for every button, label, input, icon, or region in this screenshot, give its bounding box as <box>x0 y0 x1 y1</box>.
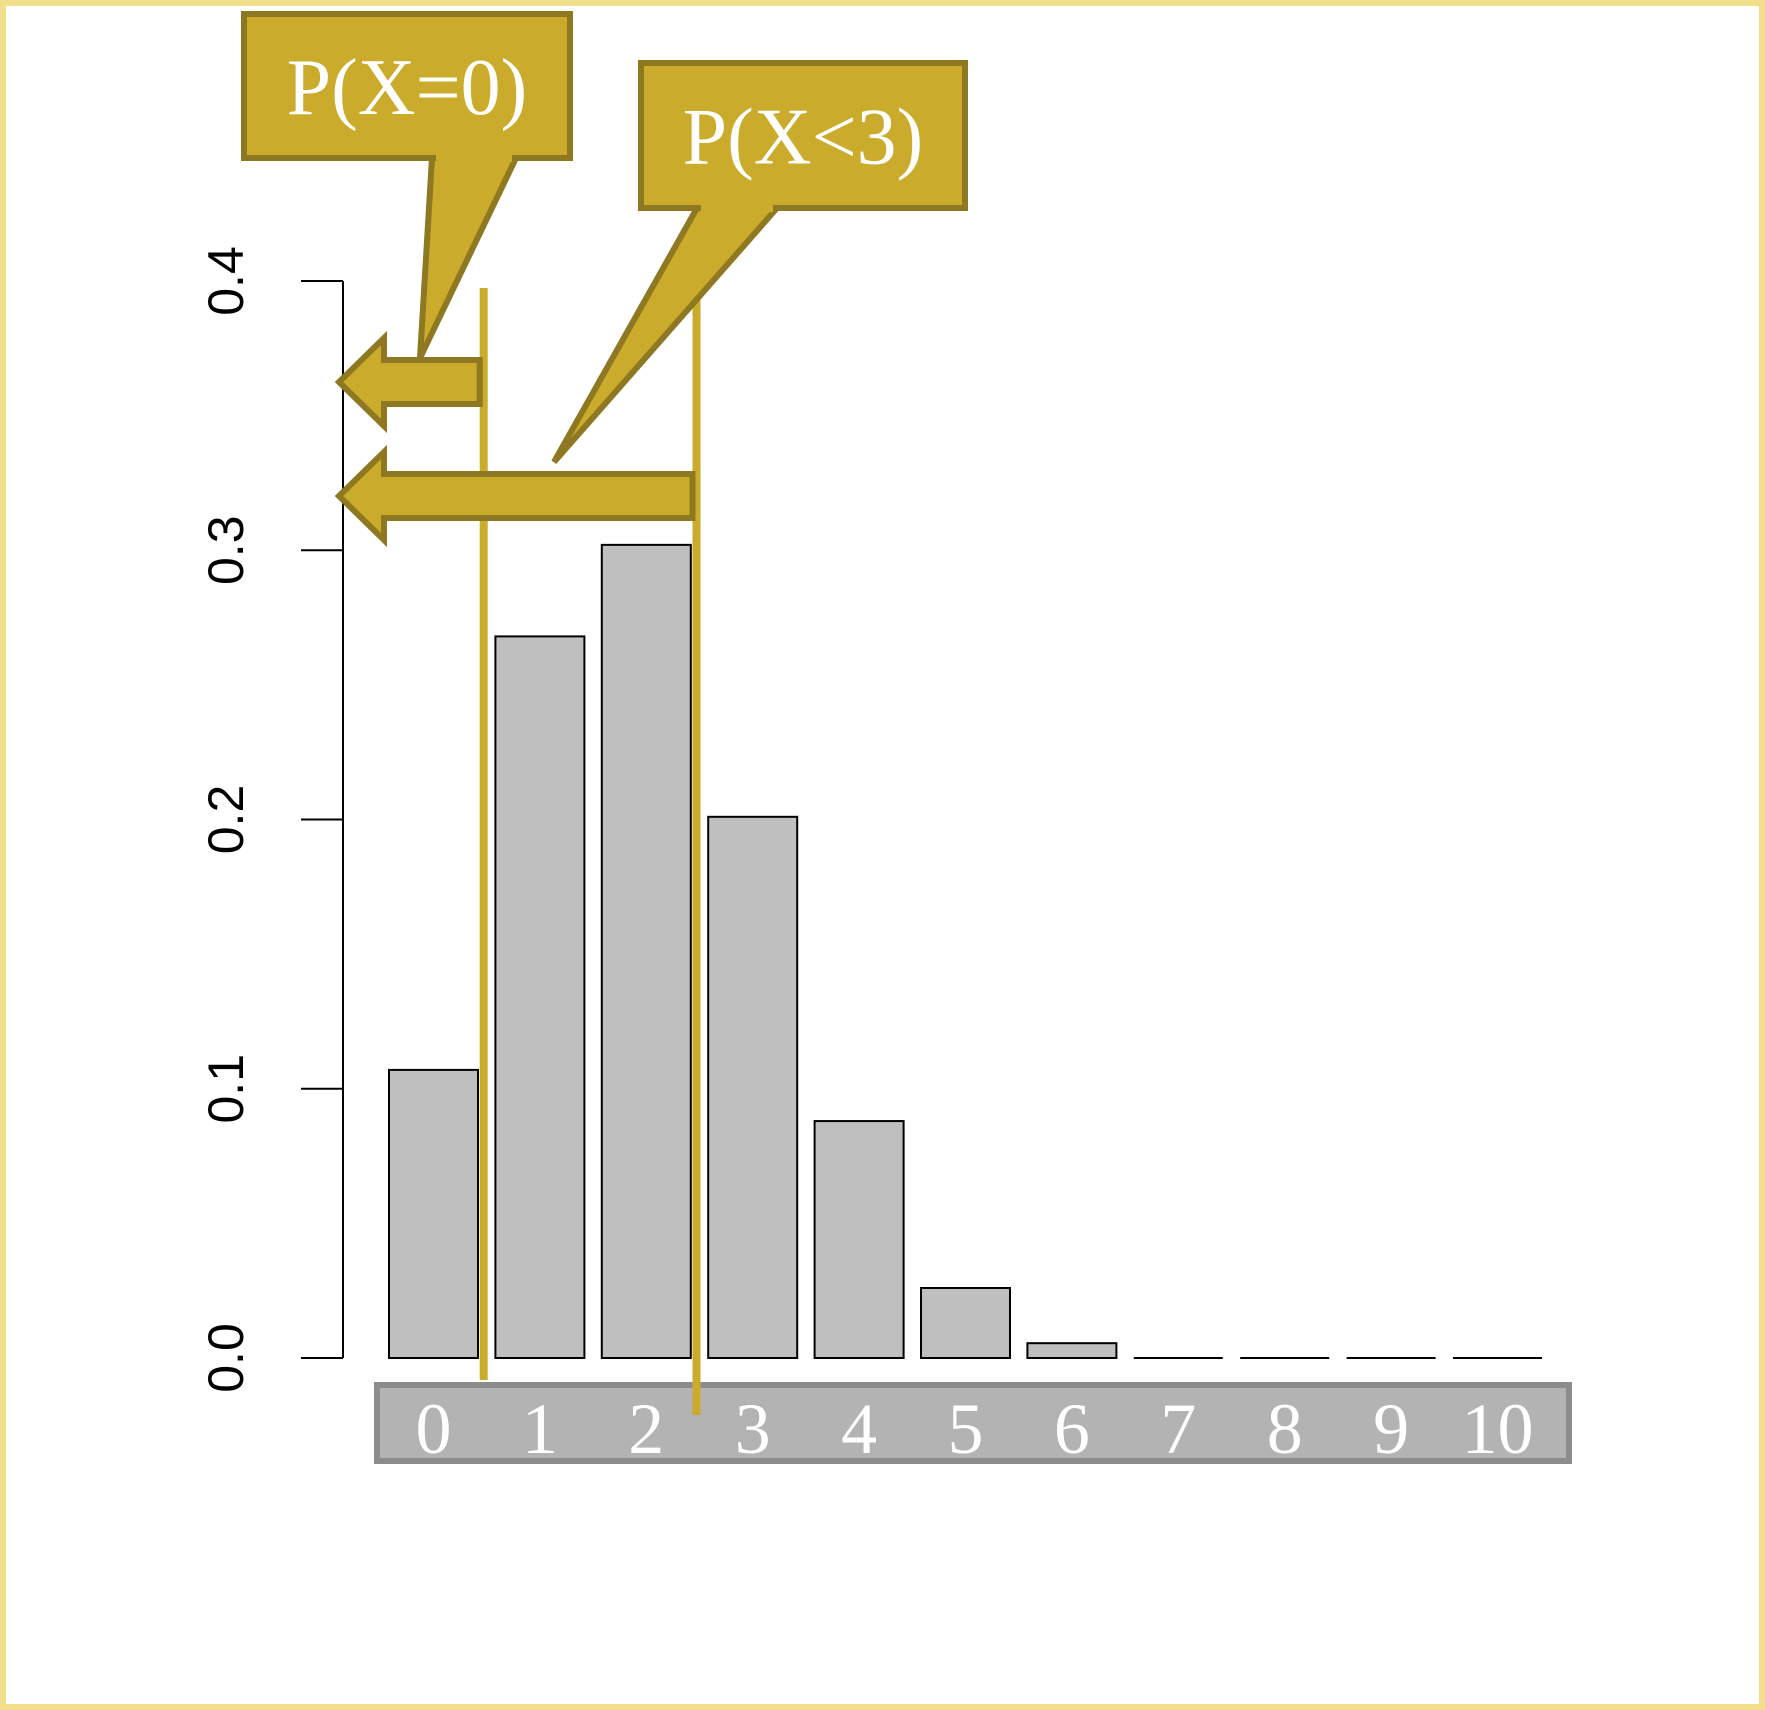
y-tick-label: 0.1 <box>198 1054 254 1124</box>
bar <box>1026 1342 1118 1360</box>
y-tick-label: 0.4 <box>198 246 254 316</box>
x-tick-label: 1 <box>522 1389 558 1469</box>
bar <box>920 1286 1011 1359</box>
bar <box>494 635 586 1359</box>
x-tick-label: 8 <box>1267 1389 1303 1469</box>
bar <box>707 815 799 1359</box>
bar <box>600 543 692 1359</box>
x-tick-label: 9 <box>1373 1389 1409 1469</box>
arrow-left-icon <box>334 330 483 434</box>
x-label-band <box>374 1382 1572 1464</box>
x-tick-label: 4 <box>841 1389 877 1469</box>
bar <box>388 1068 479 1359</box>
y-tick-label: 0.3 <box>198 515 254 585</box>
callout-box <box>241 11 573 161</box>
x-tick-label: 2 <box>628 1389 664 1469</box>
x-tick-label: 6 <box>1054 1389 1090 1469</box>
bars <box>388 543 1542 1360</box>
x-tick-label: 5 <box>948 1389 984 1469</box>
y-axis: 0.0 0.1 0.2 0.3 0.4 <box>198 246 344 1393</box>
arrow-left-icon <box>334 444 696 548</box>
callout-label: P(X<3) <box>683 94 924 182</box>
bar <box>813 1120 905 1360</box>
y-tick-label: 0.0 <box>198 1323 254 1393</box>
callout-label: P(X=0) <box>287 44 528 132</box>
probability-markers <box>334 288 701 1415</box>
x-tick-label: 3 <box>735 1389 771 1469</box>
x-tick-label: 0 <box>416 1389 452 1469</box>
callout-box <box>638 60 968 211</box>
x-tick-label: 7 <box>1160 1389 1196 1469</box>
y-tick-label: 0.2 <box>198 785 254 855</box>
callouts: P(X=0) P(X<3) <box>241 11 968 464</box>
x-axis-labels: 0 1 2 3 4 5 6 7 8 9 10 <box>374 1382 1572 1469</box>
x-tick-label: 10 <box>1462 1389 1534 1469</box>
